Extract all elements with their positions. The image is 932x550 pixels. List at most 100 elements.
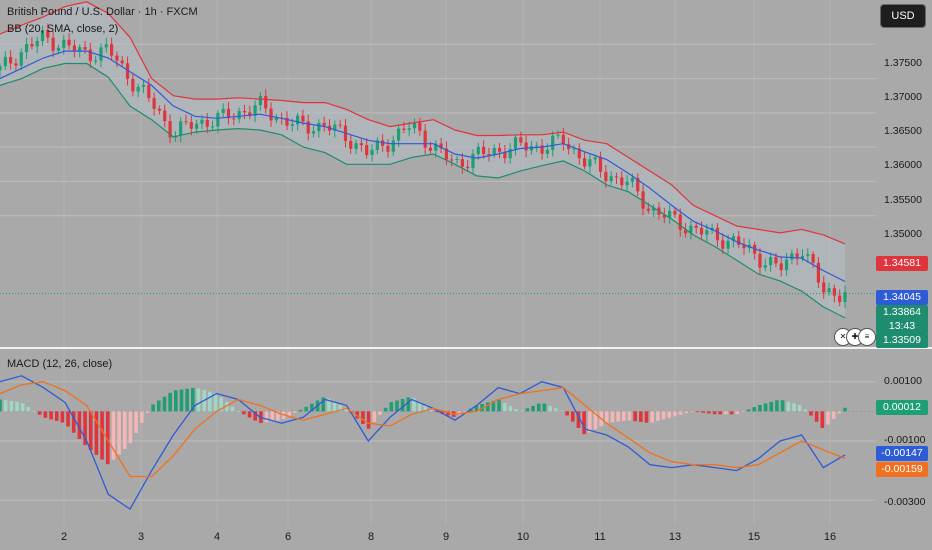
candle-body — [492, 147, 496, 155]
macd-indicator-label[interactable]: MACD (12, 26, close) — [7, 358, 113, 370]
candle-body — [556, 134, 560, 136]
candle-body — [78, 47, 82, 52]
price-chart-pane[interactable] — [0, 0, 932, 348]
candle-body — [758, 253, 762, 268]
macd-histogram-bar — [253, 411, 258, 421]
candle-body — [582, 158, 587, 167]
candle-body — [226, 108, 231, 119]
candle-body — [349, 140, 353, 149]
candle-body — [296, 115, 300, 125]
macd-histogram-bar — [752, 407, 757, 412]
candle-body — [641, 191, 645, 209]
macd-histogram-bar — [633, 411, 637, 422]
candle-body — [630, 177, 635, 182]
candle-body — [795, 253, 799, 259]
macd-histogram-bar — [9, 401, 14, 412]
macd-histogram-bar — [321, 397, 326, 412]
macd-histogram-bar — [803, 409, 808, 412]
macd-histogram-bar — [400, 398, 405, 412]
candle-body — [508, 148, 512, 159]
candle-body — [731, 236, 735, 241]
macd-histogram-bar — [656, 411, 660, 422]
price-axis-label: 1.35000 — [884, 228, 922, 240]
macd-histogram-bar — [593, 411, 598, 430]
macd-histogram-bar — [809, 411, 813, 416]
macd-histogram-bar — [639, 411, 643, 422]
candle-body — [806, 254, 810, 256]
price-axis-label: 1.36500 — [884, 125, 922, 137]
candle-body — [35, 41, 39, 47]
macd-histogram-bar — [94, 411, 99, 455]
candle-body — [737, 236, 741, 245]
macd-histogram-bar — [49, 411, 53, 420]
candle-body — [689, 225, 693, 234]
candle-body — [242, 110, 247, 113]
macd-histogram-bar — [242, 411, 246, 415]
macd-histogram-bar — [344, 407, 348, 412]
candle-body — [561, 134, 565, 145]
candle-body — [742, 244, 746, 249]
candle-body — [705, 230, 709, 235]
candle-body — [205, 119, 209, 127]
macd-histogram-bar — [298, 409, 303, 412]
macd-histogram-bar — [582, 411, 586, 435]
macd-histogram-bar — [758, 404, 762, 412]
price-chart-canvas[interactable] — [0, 0, 932, 348]
time-axis-label: 13 — [668, 531, 682, 543]
time-axis-label: 10 — [516, 531, 530, 543]
price-axis-label: 1.37000 — [884, 91, 922, 103]
macd-histogram-bar — [616, 411, 620, 422]
candle-body — [274, 117, 278, 121]
candle-body — [40, 30, 45, 42]
bollinger-basis-line — [0, 50, 846, 283]
symbol-title[interactable]: British Pound / U.S. Dollar · 1h · FXCM — [7, 6, 198, 18]
time-axis-label: 6 — [284, 531, 292, 543]
macd-histogram-bar — [797, 404, 802, 412]
macd-histogram-bar — [151, 404, 155, 412]
candle-body — [386, 145, 390, 152]
us-flag-icon[interactable]: ≡ — [858, 328, 876, 346]
candle-body — [157, 108, 162, 111]
macd-histogram-bar — [191, 387, 195, 412]
candle-body — [450, 159, 454, 161]
macd-histogram-bar — [463, 411, 467, 413]
macd-histogram-bar — [310, 403, 314, 412]
candle-body — [567, 144, 571, 150]
macd-chart-canvas[interactable] — [0, 350, 932, 525]
candle-body — [604, 171, 608, 182]
candle-body — [598, 157, 603, 172]
candle-body — [125, 63, 130, 79]
macd-histogram-bar — [565, 411, 569, 416]
macd-histogram-bar — [605, 411, 609, 424]
macd-histogram-bar — [43, 411, 48, 418]
macd-histogram-bar — [826, 411, 830, 425]
macd-histogram-bar — [531, 405, 535, 412]
currency-button[interactable]: USD — [880, 4, 926, 28]
candle-body — [195, 123, 199, 129]
candle-body — [269, 108, 273, 121]
macd-pane[interactable] — [0, 350, 932, 525]
candle-body — [359, 143, 363, 146]
macd-histogram-bar — [54, 411, 59, 421]
candle-body — [434, 143, 438, 151]
candle-body — [678, 214, 682, 230]
candle-body — [625, 181, 629, 186]
bb-indicator-label[interactable]: BB (20, SMA, close, 2) — [7, 23, 119, 35]
candle-body — [652, 207, 656, 211]
bollinger-lower-line — [0, 62, 846, 319]
macd-histogram-bar — [712, 411, 717, 415]
macd-histogram-bar — [332, 401, 337, 412]
pane-separator[interactable] — [0, 347, 932, 349]
candle-body — [396, 128, 401, 141]
candle-body — [258, 96, 263, 106]
candle-body — [673, 210, 677, 215]
candle-body — [487, 154, 491, 156]
macd-histogram-bar — [117, 411, 121, 455]
macd-histogram-bar — [139, 411, 144, 423]
candle-body — [200, 119, 204, 124]
macd-histogram-bar — [497, 399, 501, 412]
macd-histogram-bar — [514, 409, 518, 412]
macd-histogram-bar — [741, 411, 745, 413]
candle-body — [253, 105, 257, 116]
macd-histogram-bar — [480, 403, 484, 412]
